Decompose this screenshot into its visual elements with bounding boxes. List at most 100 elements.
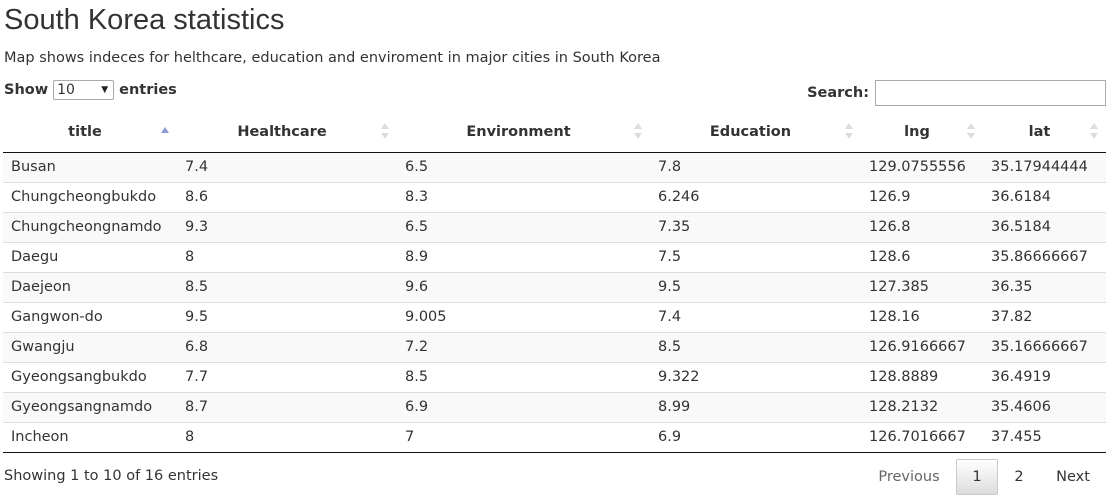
table-row: Gyeongsangnamdo 8.7 6.9 8.99 128.2132 35.4606	[3, 391, 1106, 422]
table-cell-lat: 35.4606	[983, 391, 1106, 422]
previous-page-button[interactable]: Previous	[878, 469, 940, 485]
page-subtitle: Map shows indeces for helthcare, educati…	[4, 50, 661, 66]
table-cell-lng: 128.2132	[861, 391, 983, 422]
table-cell-lat: 36.35	[983, 271, 1106, 302]
table-cell-healthcare: 8.6	[177, 181, 397, 212]
show-label: Show	[4, 82, 49, 98]
column-header-environment[interactable]: Environment	[397, 112, 650, 153]
page-title: South Korea statistics	[4, 4, 285, 36]
table-cell-environment: 7.2	[397, 331, 650, 362]
column-header-label: Education	[709, 123, 792, 140]
table-row: Incheon 8 7 6.9 126.7016667 37.455	[3, 421, 1106, 453]
table-row: Chungcheongnamdo 9.3 6.5 7.35 126.8 36.5184	[3, 211, 1106, 242]
table-cell-environment: 6.5	[397, 211, 650, 242]
table-cell-lng: 128.16	[861, 301, 983, 332]
table-row: Chungcheongbukdo 8.6 8.3 6.246 126.9 36.6184	[3, 181, 1106, 212]
column-header-label: Healthcare	[237, 123, 327, 140]
search-label: Search:	[807, 85, 869, 101]
table-cell-education: 9.322	[650, 361, 861, 392]
search-control: Search:	[807, 80, 1106, 106]
table-cell-environment: 9.005	[397, 301, 650, 332]
data-table: title Healthcare Environment Education lng la…	[3, 112, 1106, 453]
table-cell-healthcare: 8.5	[177, 271, 397, 302]
column-header-label: Environment	[466, 123, 571, 140]
entries-length-control: Show 10 ▼ entries	[4, 80, 177, 100]
table-cell-education: 8.5	[650, 331, 861, 362]
column-header-lat[interactable]: lat	[983, 112, 1106, 153]
table-cell-environment: 8.9	[397, 241, 650, 272]
table-cell-healthcare: 8.7	[177, 391, 397, 422]
table-cell-lng: 128.8889	[861, 361, 983, 392]
table-cell-lat: 36.4919	[983, 361, 1106, 392]
table-cell-title: Gangwon-do	[3, 301, 177, 332]
column-header-label: lat	[1028, 123, 1051, 140]
sort-both-icon	[966, 123, 975, 139]
table-row: Daejeon 8.5 9.6 9.5 127.385 36.35	[3, 271, 1106, 302]
table-cell-education: 7.8	[650, 152, 861, 182]
table-cell-title: Gyeongsangbukdo	[3, 361, 177, 392]
table-row: Gwangju 6.8 7.2 8.5 126.9166667 35.16666667	[3, 331, 1106, 362]
table-info: Showing 1 to 10 of 16 entries	[4, 468, 219, 484]
column-header-lng[interactable]: lng	[861, 112, 983, 153]
table-row: Busan 7.4 6.5 7.8 129.0755556 35.17944444	[3, 152, 1106, 182]
table-cell-healthcare: 8	[177, 421, 397, 453]
table-cell-title: Chungcheongbukdo	[3, 181, 177, 212]
column-header-education[interactable]: Education	[650, 112, 861, 153]
table-cell-lng: 126.9166667	[861, 331, 983, 362]
sort-ascending-icon	[160, 122, 169, 138]
table-cell-title: Gyeongsangnamdo	[3, 391, 177, 422]
search-input[interactable]	[875, 80, 1106, 106]
table-cell-lng: 126.9	[861, 181, 983, 212]
table-row: Daegu 8 8.9 7.5 128.6 35.86666667	[3, 241, 1106, 272]
table-cell-lat: 36.6184	[983, 181, 1106, 212]
next-page-button[interactable]: Next	[1056, 469, 1090, 485]
table-row: Gyeongsangbukdo 7.7 8.5 9.322 128.8889 36.491…	[3, 361, 1106, 392]
table-cell-lng: 129.0755556	[861, 152, 983, 182]
table-cell-title: Chungcheongnamdo	[3, 211, 177, 242]
table-cell-education: 6.9	[650, 421, 861, 453]
entries-per-page-value: 10	[57, 82, 75, 98]
table-cell-environment: 7	[397, 421, 650, 453]
table-cell-lat: 35.17944444	[983, 152, 1106, 182]
table-row: Gangwon-do 9.5 9.005 7.4 128.16 37.82	[3, 301, 1106, 332]
table-cell-education: 6.246	[650, 181, 861, 212]
table-cell-healthcare: 7.4	[177, 152, 397, 182]
table-cell-lng: 126.7016667	[861, 421, 983, 453]
table-cell-environment: 6.5	[397, 152, 650, 182]
table-cell-healthcare: 7.7	[177, 361, 397, 392]
column-header-label: lng	[904, 123, 930, 140]
table-cell-environment: 8.5	[397, 361, 650, 392]
table-cell-healthcare: 6.8	[177, 331, 397, 362]
page-button-1[interactable]: 1	[956, 459, 998, 495]
table-cell-education: 7.5	[650, 241, 861, 272]
entries-label: entries	[119, 82, 177, 98]
sort-both-icon	[844, 123, 853, 139]
table-cell-environment: 8.3	[397, 181, 650, 212]
table-cell-title: Gwangju	[3, 331, 177, 362]
column-header-healthcare[interactable]: Healthcare	[177, 112, 397, 153]
table-cell-education: 7.4	[650, 301, 861, 332]
table-cell-healthcare: 9.5	[177, 301, 397, 332]
table-cell-title: Incheon	[3, 421, 177, 453]
sort-both-icon	[633, 123, 642, 139]
table-cell-education: 8.99	[650, 391, 861, 422]
page-button-2[interactable]: 2	[1014, 469, 1024, 485]
entries-per-page-select[interactable]: 10 ▼	[53, 80, 115, 100]
table-cell-lat: 37.455	[983, 421, 1106, 453]
table-cell-education: 9.5	[650, 271, 861, 302]
dropdown-arrow-icon: ▼	[101, 85, 109, 95]
table-cell-education: 7.35	[650, 211, 861, 242]
sort-both-icon	[1089, 123, 1098, 139]
table-cell-environment: 9.6	[397, 271, 650, 302]
table-cell-lng: 126.8	[861, 211, 983, 242]
table-header-row: title Healthcare Environment Education lng la…	[3, 112, 1106, 153]
table-cell-lng: 127.385	[861, 271, 983, 302]
table-cell-environment: 6.9	[397, 391, 650, 422]
table-cell-title: Daejeon	[3, 271, 177, 302]
table-cell-healthcare: 9.3	[177, 211, 397, 242]
table-cell-healthcare: 8	[177, 241, 397, 272]
column-header-title[interactable]: title	[3, 112, 177, 153]
sort-both-icon	[380, 123, 389, 139]
